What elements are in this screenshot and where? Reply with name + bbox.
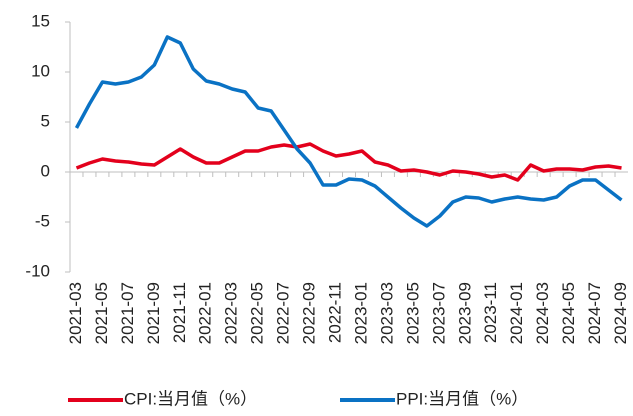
x-tick-label: 2023-09 bbox=[455, 282, 474, 344]
x-tick-label: 2021-07 bbox=[118, 282, 137, 344]
x-tick-label: 2022-07 bbox=[274, 282, 293, 344]
y-tick-label: 10 bbox=[31, 61, 50, 80]
x-tick-label: 2024-05 bbox=[559, 282, 578, 344]
x-tick-label: 2023-07 bbox=[429, 282, 448, 344]
x-tick-label: 2024-07 bbox=[585, 282, 604, 344]
x-tick-label: 2022-05 bbox=[248, 282, 267, 344]
y-tick-label: -10 bbox=[25, 261, 50, 280]
x-tick-label: 2021-09 bbox=[144, 282, 163, 344]
x-tick-label: 2022-09 bbox=[300, 282, 319, 344]
x-tick-label: 2021-05 bbox=[92, 282, 111, 344]
x-tick-label: 2024-09 bbox=[611, 282, 630, 344]
x-tick-label: 2022-03 bbox=[222, 282, 241, 344]
x-tick-label: 2022-01 bbox=[196, 282, 215, 344]
x-tick-label: 2024-01 bbox=[507, 282, 526, 344]
y-tick-label: 5 bbox=[41, 111, 50, 130]
x-tick-label: 2022-11 bbox=[326, 282, 345, 343]
y-tick-label: 0 bbox=[41, 161, 50, 180]
series-line bbox=[75, 142, 622, 182]
x-tick-label: 2024-03 bbox=[533, 282, 552, 344]
x-tick-label: 2023-11 bbox=[481, 282, 500, 343]
x-tick-label: 2023-05 bbox=[403, 282, 422, 344]
x-tick-label: 2021-11 bbox=[170, 282, 189, 343]
x-tick-label: 2023-01 bbox=[351, 282, 370, 344]
legend-label: PPI:当月值（%） bbox=[396, 389, 528, 408]
y-tick-label: -5 bbox=[35, 211, 50, 230]
x-tick-label: 2021-03 bbox=[66, 282, 85, 344]
legend-label: CPI:当月值（%） bbox=[124, 389, 257, 408]
x-tick-label: 2023-03 bbox=[377, 282, 396, 344]
y-tick-label: 15 bbox=[31, 11, 50, 30]
series-line bbox=[74, 35, 623, 228]
